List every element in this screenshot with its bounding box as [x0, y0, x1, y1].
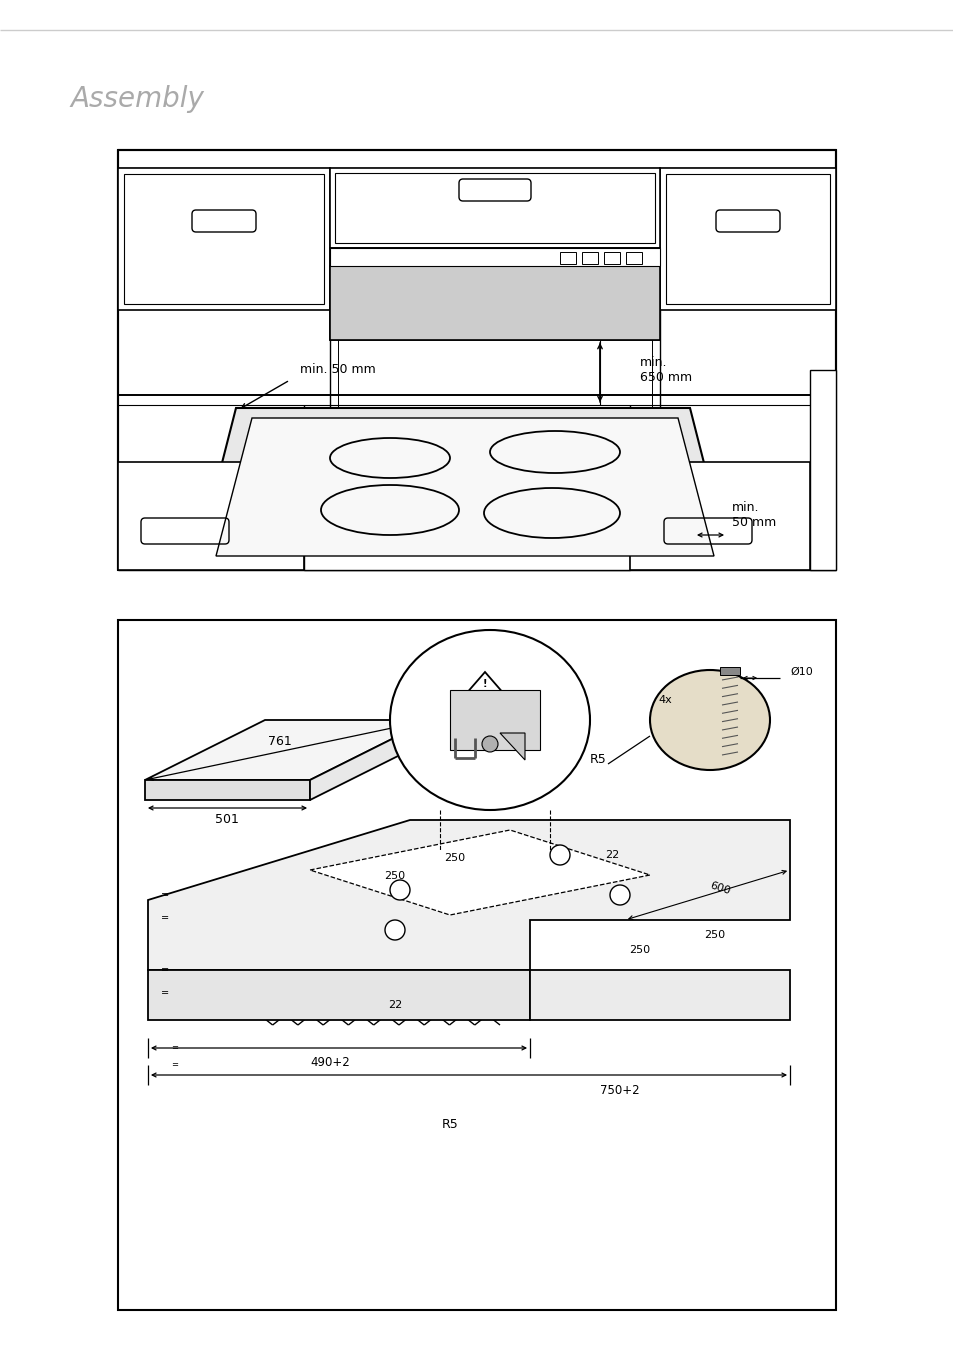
Ellipse shape	[390, 630, 589, 810]
Polygon shape	[148, 969, 530, 1019]
Text: 22: 22	[388, 1000, 402, 1010]
Text: 250: 250	[444, 853, 465, 863]
Bar	[559, 251, 576, 264]
Text: =: =	[161, 890, 169, 900]
Text: min. 50 mm: min. 50 mm	[299, 362, 375, 376]
Bar	[118, 168, 330, 310]
Ellipse shape	[649, 671, 769, 771]
Bar	[629, 462, 809, 571]
Bar	[330, 247, 659, 339]
Text: Ø10: Ø10	[789, 667, 812, 677]
Text: 501: 501	[214, 814, 238, 826]
Text: 4x: 4x	[658, 695, 671, 704]
Polygon shape	[215, 418, 713, 556]
Text: 761: 761	[268, 735, 292, 749]
Text: 22: 22	[604, 850, 618, 860]
Polygon shape	[145, 721, 430, 780]
Polygon shape	[530, 969, 789, 1019]
Circle shape	[609, 886, 629, 904]
Text: =: =	[161, 988, 169, 998]
Bar	[603, 251, 619, 264]
Circle shape	[385, 919, 405, 940]
Polygon shape	[464, 672, 504, 695]
Text: 600: 600	[708, 880, 731, 896]
Text: min.
50 mm: min. 50 mm	[731, 502, 776, 529]
Polygon shape	[148, 821, 789, 969]
Polygon shape	[145, 780, 310, 800]
Text: 750+2: 750+2	[599, 1083, 639, 1096]
Bar	[118, 462, 304, 571]
Text: 250: 250	[629, 945, 650, 955]
Text: R5: R5	[441, 1118, 457, 1132]
Polygon shape	[499, 733, 524, 760]
Text: 490+2: 490+2	[310, 1056, 350, 1068]
Bar	[118, 150, 835, 571]
Bar	[335, 173, 655, 243]
Text: =: =	[172, 1060, 178, 1069]
Bar	[625, 251, 641, 264]
Bar	[665, 174, 829, 304]
Circle shape	[390, 880, 410, 900]
Text: !: !	[482, 679, 487, 690]
Bar	[809, 370, 835, 571]
Circle shape	[550, 845, 569, 865]
Bar	[124, 174, 324, 304]
Bar	[330, 168, 659, 247]
Text: =: =	[161, 913, 169, 923]
Bar	[581, 251, 598, 264]
Bar	[330, 266, 659, 339]
Bar	[304, 489, 629, 571]
Text: Assembly: Assembly	[70, 85, 204, 114]
Bar	[118, 621, 835, 1310]
Bar	[659, 168, 835, 310]
Text: R5: R5	[589, 753, 606, 767]
Text: =: =	[161, 965, 169, 975]
Circle shape	[481, 735, 497, 752]
Bar	[720, 667, 740, 675]
Polygon shape	[310, 721, 430, 800]
Text: min.
650 mm: min. 650 mm	[639, 356, 691, 384]
Text: =: =	[172, 1044, 178, 1052]
Bar	[330, 247, 659, 266]
Text: 250: 250	[384, 871, 405, 882]
Polygon shape	[195, 408, 729, 565]
Bar	[450, 690, 539, 750]
Text: 250: 250	[703, 930, 725, 940]
Polygon shape	[310, 830, 649, 915]
